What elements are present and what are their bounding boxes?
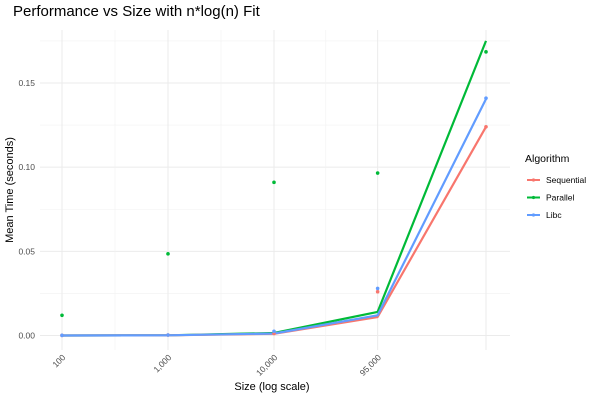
- x-axis-ticks: 100 1,000 10,000 95,000: [50, 352, 383, 378]
- data-point-libc: [60, 333, 64, 338]
- data-point-libc: [272, 329, 276, 334]
- data-point-sequential: [484, 124, 488, 129]
- y-tick-label: 0.05: [18, 246, 35, 256]
- x-tick-label: 95,000: [358, 352, 384, 378]
- data-point-parallel: [166, 252, 170, 256]
- data-point-sequential: [375, 289, 380, 294]
- y-axis-ticks: 0.00 0.05 0.10 0.15: [18, 78, 35, 341]
- data-point-parallel: [375, 171, 380, 175]
- legend-key-point: [531, 213, 536, 217]
- data-point-libc: [375, 286, 380, 291]
- x-tick-label: 100: [50, 352, 67, 369]
- chart-title: Performance vs Size with n*log(n) Fit: [13, 3, 261, 20]
- series-group: [60, 40, 488, 338]
- y-axis-title: Mean Time (seconds): [4, 137, 16, 243]
- legend-title: Algorithm: [525, 153, 570, 165]
- data-point-parallel: [60, 313, 64, 318]
- x-axis-title: Size (log scale): [234, 381, 309, 393]
- data-point-libc: [484, 96, 488, 100]
- data-point-parallel: [272, 180, 276, 185]
- legend-label-libc: Libc: [546, 210, 562, 220]
- data-point-parallel: [484, 50, 488, 54]
- grid: [40, 30, 510, 350]
- legend: Algorithm Sequential Parallel Libc: [525, 153, 586, 220]
- legend-label-parallel: Parallel: [546, 193, 574, 203]
- x-tick-label: 10,000: [254, 352, 280, 378]
- y-tick-label: 0.00: [18, 331, 35, 341]
- legend-label-sequential: Sequential: [546, 175, 586, 185]
- y-tick-label: 0.10: [18, 162, 35, 172]
- y-tick-label: 0.15: [18, 78, 35, 88]
- legend-key-point: [531, 195, 536, 200]
- x-tick-label: 1,000: [151, 352, 173, 374]
- data-point-libc: [166, 333, 170, 337]
- legend-key-point: [531, 178, 536, 182]
